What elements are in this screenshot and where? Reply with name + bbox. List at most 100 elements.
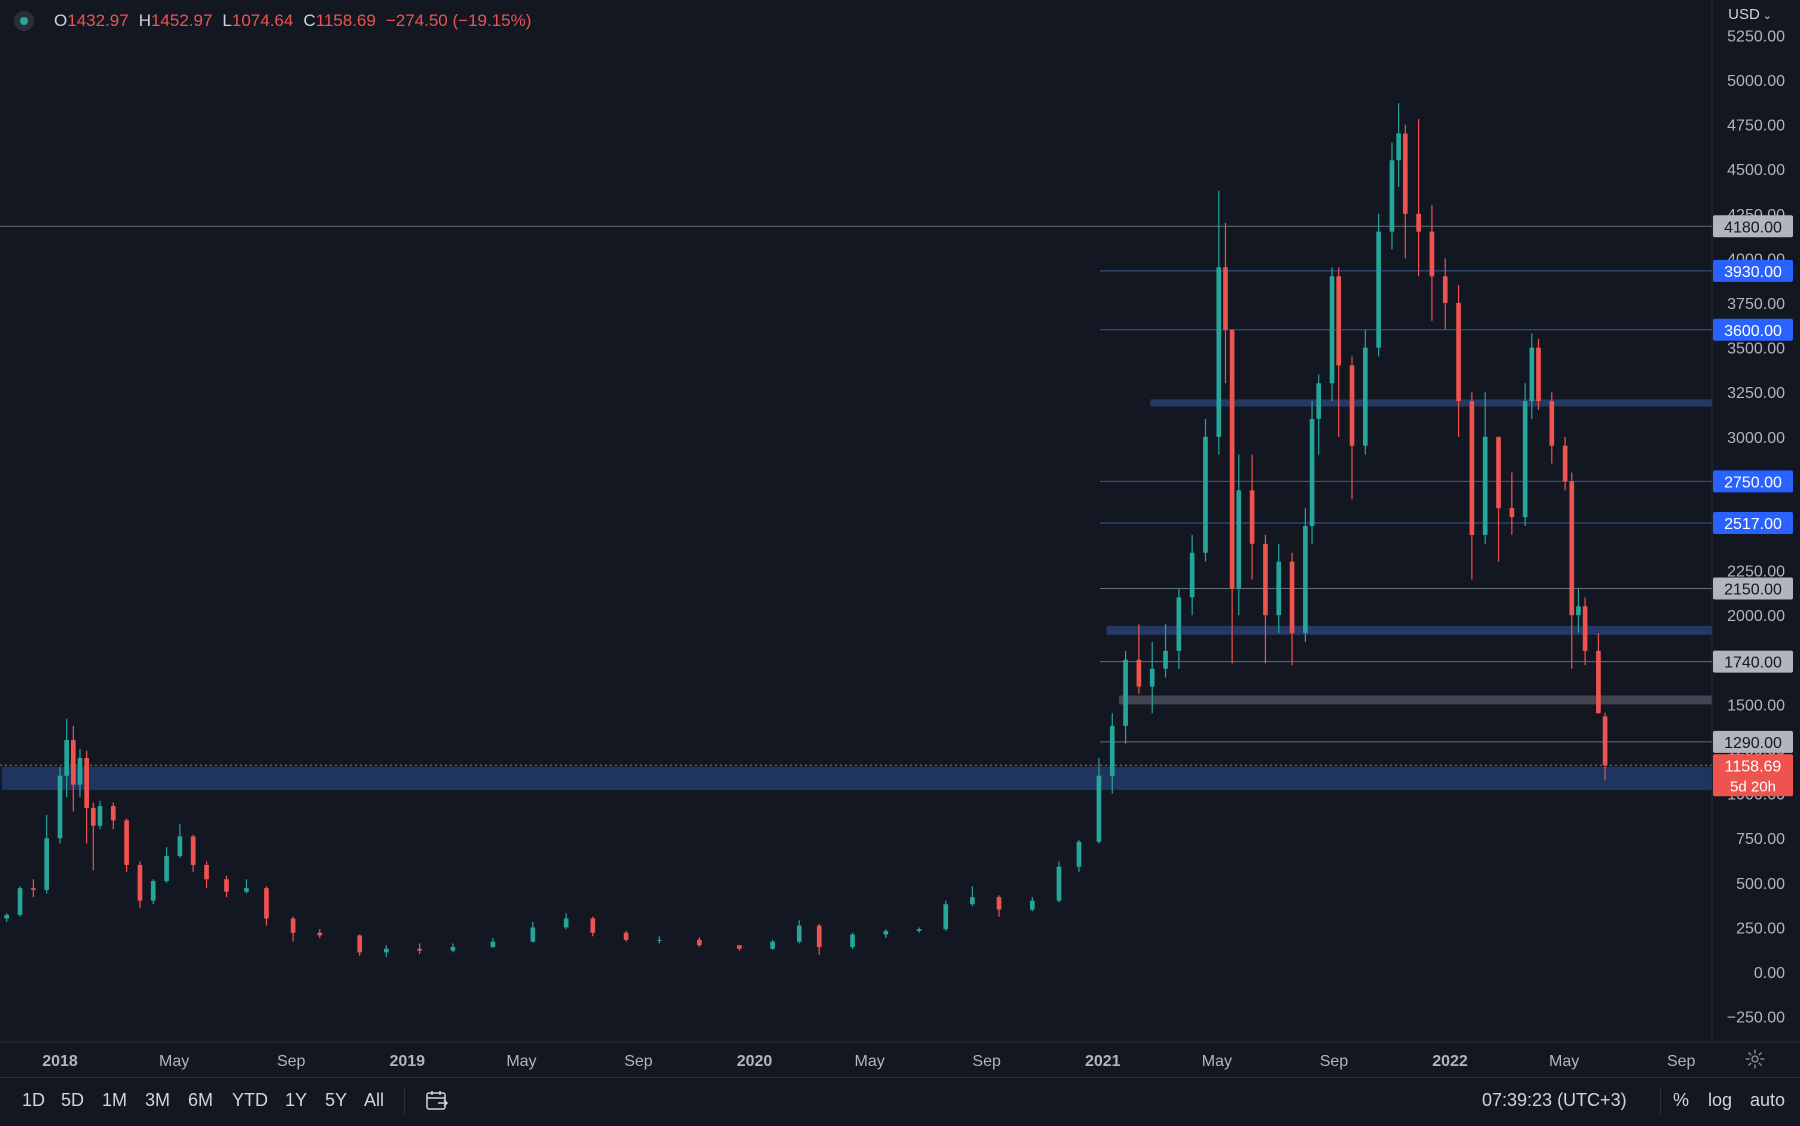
clock-timezone[interactable]: 07:39:23 (UTC+3): [1482, 1090, 1627, 1110]
candle-body: [1402, 133, 1408, 214]
close-label: C: [303, 11, 316, 30]
go-to-date-icon[interactable]: [424, 1088, 450, 1114]
candle: [1602, 712, 1608, 781]
price-chart[interactable]: 5250.005000.004750.004500.004250.004000.…: [0, 0, 1800, 1077]
status-dot-icon[interactable]: [14, 11, 34, 31]
candle-body: [943, 904, 949, 930]
toolbar-divider: [404, 1088, 405, 1116]
last-price-tag: [1713, 754, 1793, 797]
time-axis-tick-label: May: [1549, 1053, 1579, 1070]
candle: [97, 800, 103, 830]
candle: [17, 886, 23, 917]
candle: [1536, 338, 1541, 411]
candle-body: [177, 836, 183, 857]
time-axis-tick-label: 2019: [389, 1053, 425, 1070]
bottom-toolbar: 1D 5D 1M 3M 6M YTD 1Y 5Y All 07:39:23 (U…: [0, 1077, 1800, 1126]
candle-body: [563, 918, 569, 928]
price-level-tag-label: 2517.00: [1724, 516, 1782, 533]
candle: [1289, 552, 1295, 666]
high-label: H: [138, 11, 151, 30]
candle-body: [1509, 508, 1515, 518]
timeframe-5d[interactable]: 5D: [61, 1090, 85, 1110]
candle-body: [736, 945, 742, 949]
price-level-tag-label: 1740.00: [1724, 655, 1782, 672]
candle: [1522, 383, 1528, 526]
currency-selector[interactable]: USD ⌄: [1728, 6, 1772, 23]
candle: [1249, 454, 1255, 580]
candle: [1229, 329, 1235, 664]
candle-body: [44, 838, 50, 890]
timeframe-1d[interactable]: 1D: [22, 1090, 46, 1110]
timeframe-ytd[interactable]: YTD: [232, 1090, 268, 1110]
candle-body: [1396, 133, 1401, 161]
price-axis-tick-label: 3250.00: [1727, 385, 1785, 402]
candle-body: [164, 856, 169, 882]
candle-body: [1203, 436, 1208, 553]
candle-body: [84, 757, 89, 808]
candle-body: [224, 879, 229, 892]
candle-body: [1522, 401, 1528, 518]
candle: [177, 823, 183, 858]
open-label: O: [54, 11, 68, 30]
horizontal-lines-layer: [0, 225, 1712, 766]
timeframe-all[interactable]: All: [364, 1090, 385, 1110]
candle: [996, 895, 1002, 917]
log-scale-toggle[interactable]: log: [1708, 1090, 1733, 1110]
candle-body: [417, 948, 422, 951]
candle: [1402, 124, 1408, 259]
timeframe-1y[interactable]: 1Y: [285, 1090, 308, 1110]
candle-body: [850, 934, 855, 948]
candle: [31, 879, 36, 898]
candle-body: [1329, 276, 1335, 384]
candle-body: [623, 932, 629, 940]
candle: [1469, 392, 1475, 580]
percent-scale-toggle[interactable]: %: [1673, 1090, 1690, 1110]
candle: [1562, 436, 1568, 491]
candle: [1096, 757, 1102, 844]
price-axis-tick-label: 250.00: [1736, 920, 1785, 937]
candle-body: [1336, 276, 1342, 366]
time-axis-tick-label: Sep: [1667, 1053, 1696, 1070]
timeframe-5y[interactable]: 5Y: [325, 1090, 348, 1110]
timeframe-3m[interactable]: 3M: [145, 1090, 171, 1110]
price-level-tag-label: 1290.00: [1724, 735, 1782, 752]
candle: [1529, 333, 1535, 419]
candle: [1149, 641, 1155, 714]
candle: [1216, 190, 1222, 455]
price-axis-tick-label: −250.00: [1727, 1010, 1785, 1027]
candle-body: [1469, 401, 1475, 535]
candle-body: [1056, 866, 1062, 901]
candle: [137, 861, 143, 908]
candle: [1389, 142, 1395, 250]
candle-body: [1429, 231, 1435, 277]
candle-body: [317, 932, 323, 936]
high-value: 1452.97: [150, 11, 213, 30]
candle: [1349, 356, 1355, 500]
candle-body: [1149, 668, 1155, 687]
chevron-down-icon: ⌄: [1762, 10, 1772, 22]
auto-scale-toggle[interactable]: auto: [1750, 1090, 1786, 1110]
timeframe-1m[interactable]: 1M: [102, 1090, 128, 1110]
candle-body: [190, 836, 196, 865]
candle-body: [1216, 267, 1222, 437]
candle-body: [1076, 841, 1082, 867]
candle: [490, 938, 496, 948]
candle: [1309, 401, 1315, 544]
candle-body: [1309, 418, 1315, 526]
candle: [1109, 713, 1115, 794]
gear-icon[interactable]: [1744, 1048, 1766, 1070]
candle-body: [31, 888, 36, 890]
candle: [796, 920, 802, 944]
ohlc-legend: O 1432.97 H 1452.97 L 1074.64 C 1158.69 …: [14, 8, 531, 34]
candle-body: [1109, 725, 1115, 776]
candle: [4, 913, 10, 923]
candles-layer: [4, 103, 1608, 957]
time-axis-tick-label: 2020: [737, 1053, 773, 1070]
candle: [110, 802, 116, 830]
candle: [1482, 392, 1488, 544]
candle: [816, 923, 822, 956]
candle: [563, 913, 569, 930]
timeframe-6m[interactable]: 6M: [188, 1090, 214, 1110]
candle: [204, 861, 209, 889]
price-axis-tick-label: 4500.00: [1727, 162, 1785, 179]
